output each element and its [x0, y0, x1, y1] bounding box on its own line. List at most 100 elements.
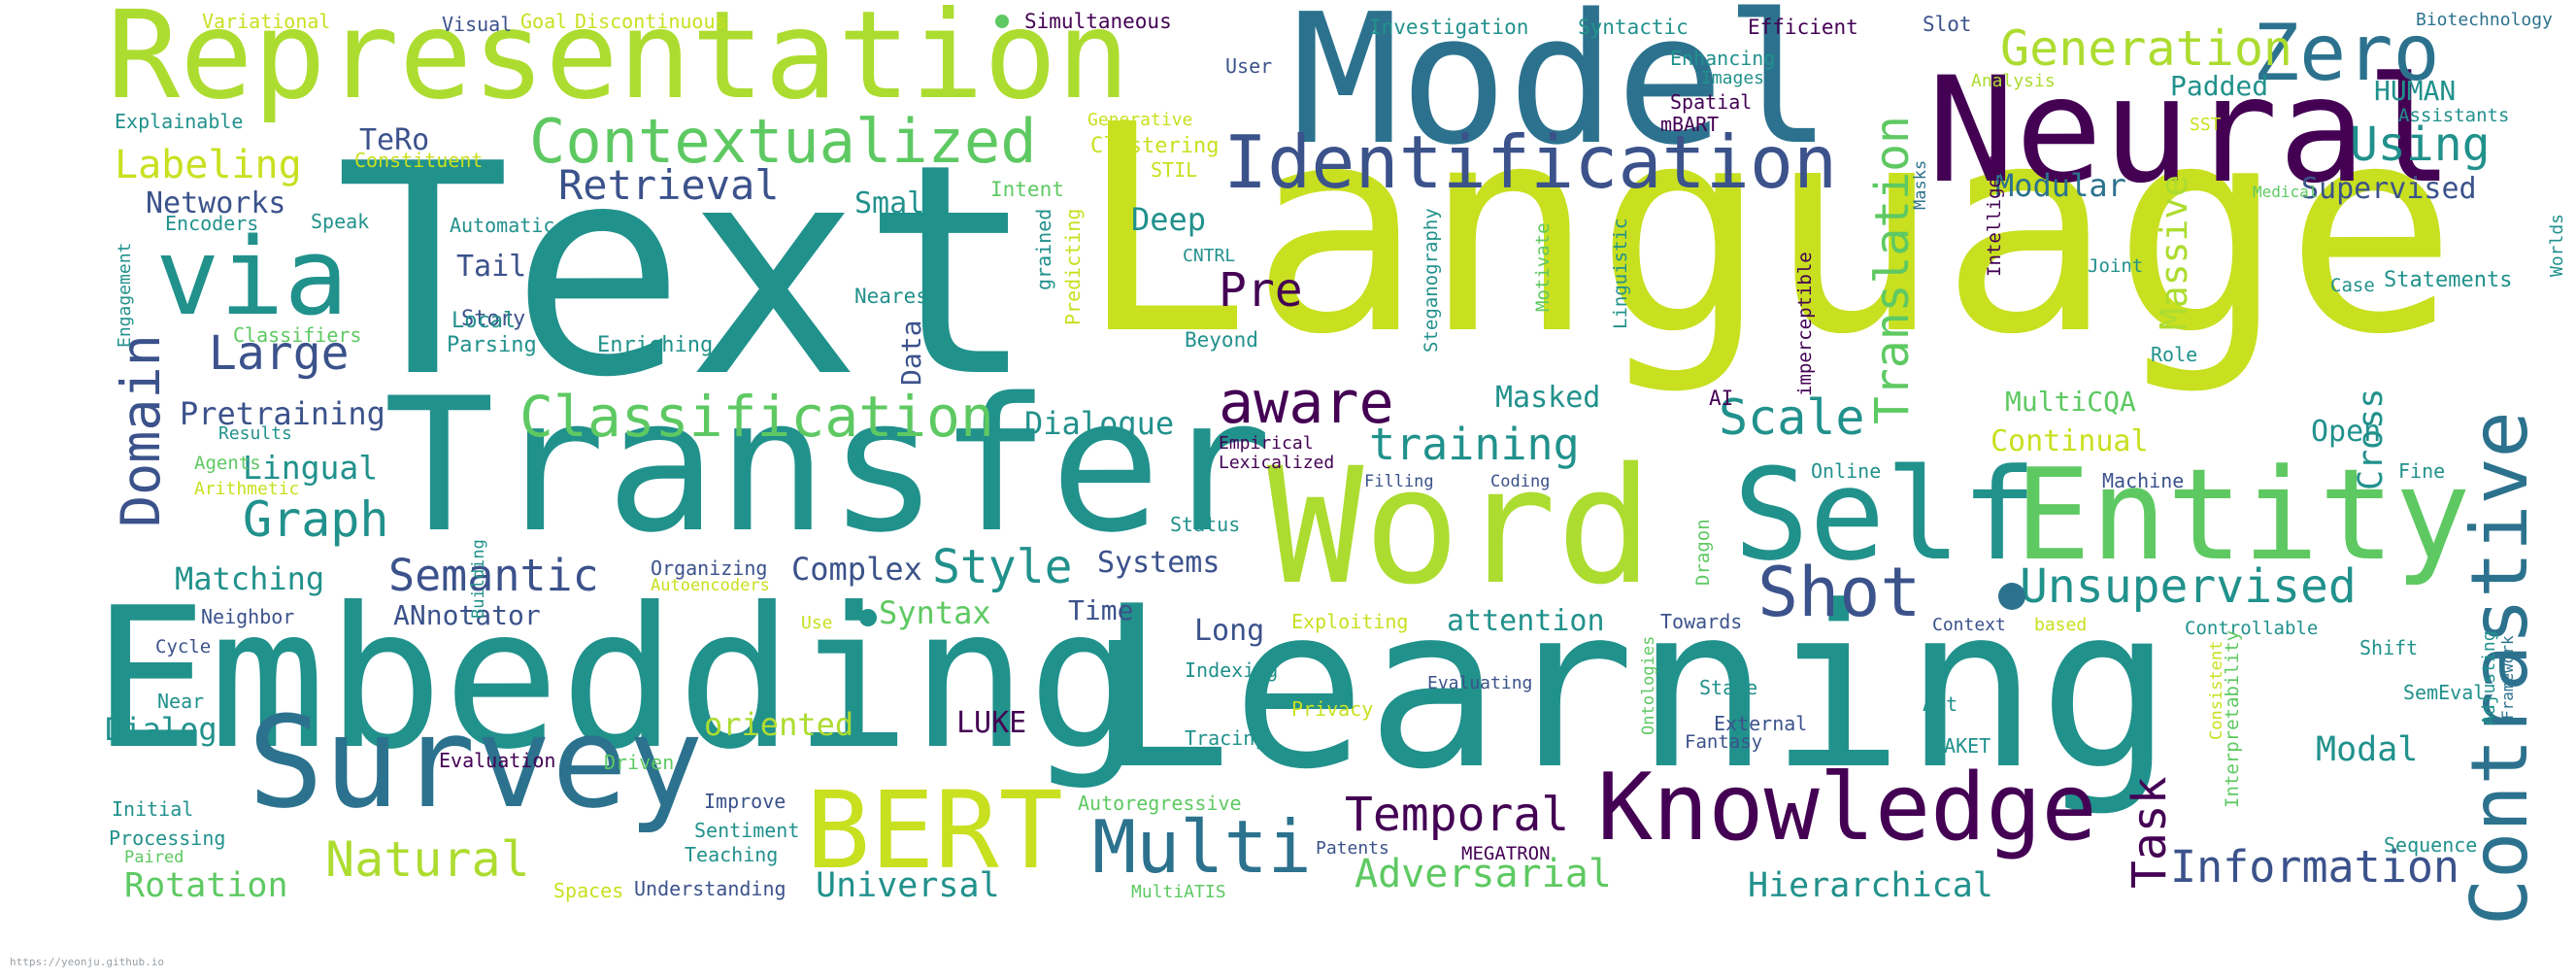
cloud-word-role: Role	[2151, 343, 2198, 366]
cloud-word-deep: Deep	[1131, 201, 1207, 238]
cloud-word-paired: Paired	[124, 848, 184, 867]
cloud-word-investigation: Investigation	[1369, 16, 1529, 39]
cloud-word-simultaneous: Simultaneous	[1024, 10, 1172, 33]
cloud-word-automatic: Automatic	[450, 214, 555, 237]
cloud-word-near: Near	[157, 690, 205, 713]
cloud-word-analysis: Analysis	[1971, 71, 2056, 91]
cloud-word-improve: Improve	[704, 790, 786, 813]
cloud-word-autoencoders: Autoencoders	[651, 576, 770, 595]
cloud-word-modal: Modal	[2316, 730, 2419, 769]
cloud-word-dragon: Dragon	[1692, 519, 1714, 587]
cloud-word-lexicalized: Lexicalized	[1219, 453, 1335, 473]
cloud-word-assistants: Assistants	[2398, 105, 2510, 126]
cloud-word-pre: Pre	[1219, 263, 1303, 318]
cloud-word-multicqa: MultiCQA	[2005, 386, 2136, 418]
cloud-word-model: Model	[1291, 0, 1832, 185]
cloud-word-act: Act	[1923, 692, 1958, 716]
cloud-word-word: Word	[1267, 433, 1654, 620]
cloud-word-zero: Zero	[2253, 8, 2440, 98]
cloud-word-rotation: Rotation	[124, 866, 288, 905]
cloud-word-cycle: Cycle	[155, 636, 212, 658]
cloud-word-steganography: Steganography	[1421, 208, 1442, 354]
cloud-word-masked: Masked	[1495, 381, 1601, 415]
cloud-word-cross: Cross	[2352, 388, 2391, 490]
cloud-word-goal: Goal	[520, 10, 568, 33]
cloud-word-initial: Initial	[112, 797, 194, 821]
cloud-word-classifiers: Classifiers	[233, 323, 362, 347]
cloud-word-efficient: Efficient	[1748, 16, 1858, 39]
cloud-word-local: Local	[452, 309, 517, 333]
cloud-word-intent: Intent	[990, 178, 1064, 201]
cloud-word-motivate: Motivate	[1532, 222, 1554, 313]
cloud-word-engagement: Engagement	[115, 242, 135, 348]
cloud-word-supervised: Supervised	[2301, 172, 2477, 206]
cloud-word-universal: Universal	[816, 866, 1000, 905]
cloud-word-multiatis: MultiATIS	[1131, 882, 1226, 902]
cloud-word-aware: aware	[1219, 369, 1394, 437]
cloud-word-translation: Translation	[1865, 115, 1920, 424]
cloud-word-self: Self	[1733, 441, 2038, 589]
cloud-word-style: Style	[932, 540, 1073, 594]
cloud-word-syntactic: Syntactic	[1578, 16, 1689, 39]
cloud-word-visual: Visual	[442, 13, 513, 36]
cloud-word-data: Data	[895, 320, 927, 387]
cloud-word-dialogue: Dialogue	[1024, 405, 1175, 442]
cloud-word-tail: Tail	[456, 250, 527, 284]
cloud-word-driven: Driven	[604, 751, 675, 774]
cloud-word-graph: Graph	[243, 491, 389, 548]
cloud-word-open: Open	[2311, 415, 2382, 449]
cloud-word-neural: Neural	[1927, 47, 2454, 216]
cloud-word-semeval: SemEval	[2403, 681, 2486, 704]
cloud-word-constituent: Constituent	[354, 149, 484, 172]
cloud-word-semantic: Semantic	[388, 550, 599, 601]
cloud-word-text: Text	[335, 102, 1037, 441]
cloud-word-framework: Framework	[2498, 635, 2517, 721]
cloud-word-evaluation: Evaluation	[439, 749, 556, 772]
cloud-word-statements: Statements	[2384, 268, 2513, 292]
cloud-word-enriching: Enriching	[597, 333, 714, 357]
cloud-word-identification: Identification	[1223, 119, 1838, 205]
cloud-word-sentiment: Sentiment	[694, 819, 800, 842]
cloud-word-language: Language	[1078, 63, 2458, 397]
cloud-word-mbart: mBART	[1660, 113, 1720, 136]
cloud-word-attention: attention	[1447, 604, 1605, 638]
cloud-word-grained: grained	[1032, 208, 1055, 290]
cloud-word-towards: Towards	[1660, 610, 1743, 633]
cloud-word-tero: TeRo	[359, 123, 430, 157]
cloud-word-images: Images	[1701, 68, 1765, 88]
cloud-word-enhancing: Enhancing	[1670, 47, 1776, 70]
cloud-word-syntax: Syntax	[879, 594, 991, 631]
cloud-word-jaket: JAKET	[1932, 734, 1991, 758]
cloud-word-state: State	[1699, 676, 1758, 699]
cloud-word-indexing: Indexing	[1185, 658, 1279, 682]
cloud-word-autoregressive: Autoregressive	[1078, 792, 1242, 815]
cloud-word-survey: Survey	[248, 689, 704, 836]
cloud-word-task: Task	[2123, 776, 2177, 890]
cloud-word-agents: Agents	[194, 453, 261, 474]
cloud-word-consistent: Consistent	[2207, 640, 2226, 740]
cloud-word-fine: Fine	[2398, 459, 2446, 483]
cloud-word-external: External	[1714, 712, 1808, 735]
cloud-word-beyond: Beyond	[1185, 328, 1258, 352]
cloud-word-cntrl: CNTRL	[1183, 246, 1236, 266]
cloud-word-labeling: Labeling	[115, 143, 302, 187]
cloud-word-generative: Generative	[1087, 110, 1193, 130]
cloud-word-parsing: Parsing	[447, 333, 537, 357]
cloud-word-massive: Massive	[2153, 174, 2195, 330]
cloud-word-multi: Multi	[1092, 804, 1312, 890]
cloud-word-privacy: Privacy	[1291, 697, 1374, 721]
cloud-word-shot: Shot	[1757, 553, 1922, 632]
cloud-word-networks: Networks	[146, 186, 286, 220]
cloud-word-spaces: Spaces	[553, 879, 624, 902]
cloud-word-long: Long	[1194, 614, 1265, 648]
cloud-word-contextualized: Contextualized	[529, 106, 1037, 177]
cloud-word-shift: Shift	[2359, 636, 2419, 659]
cloud-word-processing: Processing	[109, 826, 226, 850]
cloud-word-understanding: Understanding	[634, 877, 786, 900]
cloud-word-masks: Masks	[1911, 159, 1930, 210]
cloud-word-pretraining: Pretraining	[180, 395, 385, 432]
cloud-word-transfer: Transfer	[384, 358, 1273, 573]
cloud-word-human: HUMAN	[2374, 75, 2457, 107]
cloud-word-natural: Natural	[325, 831, 530, 888]
cloud-word-clustering: Clustering	[1090, 134, 1220, 158]
